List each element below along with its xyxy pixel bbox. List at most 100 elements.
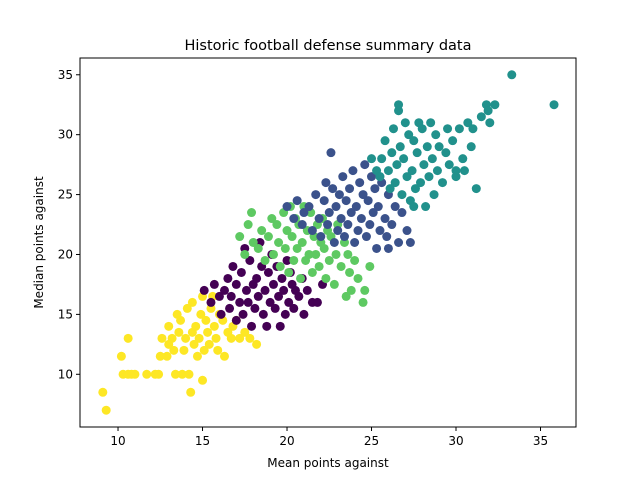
scatter-point	[292, 196, 302, 206]
scatter-point	[388, 124, 398, 134]
scatter-point	[241, 285, 251, 295]
scatter-point	[130, 369, 140, 379]
scatter-point	[252, 339, 262, 349]
scatter-point	[311, 190, 321, 200]
scatter-point	[277, 273, 287, 283]
scatter-point	[432, 166, 442, 176]
scatter-point	[296, 273, 306, 283]
y-tick-label: 25	[58, 188, 73, 202]
scatter-point	[238, 309, 248, 319]
scatter-point	[170, 369, 180, 379]
scatter-point	[260, 285, 270, 295]
scatter-point	[297, 220, 307, 230]
scatter-point	[186, 387, 196, 397]
scatter-point	[289, 214, 299, 224]
scatter-point	[269, 279, 278, 289]
scatter-point	[219, 285, 229, 295]
scatter-point	[258, 309, 268, 319]
scatter-point	[272, 220, 282, 230]
scatter-point	[463, 118, 473, 128]
scatter-point	[199, 285, 209, 295]
scatter-point	[247, 321, 257, 331]
scatter-point	[267, 214, 277, 224]
scatter-point	[279, 285, 289, 295]
scatter-point	[209, 279, 219, 289]
scatter-point	[157, 333, 167, 343]
scatter-point	[182, 303, 192, 313]
scatter-point	[333, 226, 343, 236]
scatter-point	[201, 315, 211, 325]
scatter-point	[431, 130, 441, 140]
scatter-point	[394, 100, 404, 110]
scatter-point	[167, 333, 177, 343]
scatter-point	[483, 106, 493, 116]
scatter-point	[164, 321, 174, 331]
scatter-point	[448, 136, 458, 146]
scatter-point	[206, 297, 216, 307]
scatter-point	[280, 243, 290, 253]
scatter-point	[123, 333, 133, 343]
scatter-point	[176, 315, 186, 325]
scatter-point	[402, 172, 412, 182]
scatter-point	[235, 333, 245, 343]
scatter-point	[346, 285, 356, 295]
scatter-point	[395, 142, 405, 152]
scatter-point	[367, 172, 377, 182]
scatter-point	[314, 214, 324, 224]
scatter-point	[213, 345, 223, 355]
scatter-point	[383, 166, 393, 176]
x-tick-label: 15	[195, 434, 210, 448]
scatter-point	[284, 297, 294, 307]
scatter-point	[422, 142, 432, 152]
scatter-point	[282, 255, 292, 265]
x-tick-label: 10	[110, 434, 125, 448]
x-axis-label: Mean points against	[267, 456, 389, 470]
scatter-point	[307, 226, 317, 236]
scatter-point	[468, 124, 478, 134]
scatter-point	[236, 267, 246, 277]
scatter-point	[181, 333, 191, 343]
points-layer	[98, 70, 559, 415]
scatter-point	[365, 220, 375, 230]
scatter-point	[321, 178, 331, 188]
scatter-point	[410, 184, 420, 194]
scatter-point	[345, 184, 355, 194]
scatter-point	[490, 100, 500, 110]
scatter-point	[368, 208, 378, 218]
scatter-point	[245, 255, 255, 265]
scatter-point	[253, 291, 263, 301]
scatter-point	[549, 100, 559, 110]
scatter-point	[284, 267, 294, 277]
scatter-point	[184, 369, 194, 379]
scatter-point	[397, 208, 407, 218]
scatter-point	[274, 291, 284, 301]
scatter-point	[289, 255, 299, 265]
scatter-point	[427, 154, 437, 164]
scatter-point	[387, 148, 397, 158]
scatter-point	[314, 261, 324, 271]
scatter-point	[312, 297, 322, 307]
scatter-point	[429, 190, 439, 200]
scatter-point	[338, 172, 348, 182]
scatter-point	[274, 238, 284, 247]
scatter-point	[253, 243, 263, 253]
scatter-point	[289, 303, 299, 313]
scatter-point	[385, 184, 395, 194]
scatter-point	[263, 232, 273, 242]
scatter-point	[299, 208, 309, 218]
scatter-point	[399, 154, 409, 164]
scatter-point	[424, 172, 434, 182]
scatter-point	[142, 369, 152, 379]
scatter-point	[358, 190, 368, 200]
scatter-point	[356, 214, 366, 224]
scatter-point	[392, 160, 402, 170]
scatter-point	[507, 70, 517, 80]
scatter-point	[304, 202, 314, 212]
scatter-point	[348, 166, 358, 176]
scatter-point	[331, 249, 341, 259]
scatter-point	[287, 232, 297, 242]
scatter-point	[382, 232, 392, 242]
scatter-point	[319, 196, 329, 206]
